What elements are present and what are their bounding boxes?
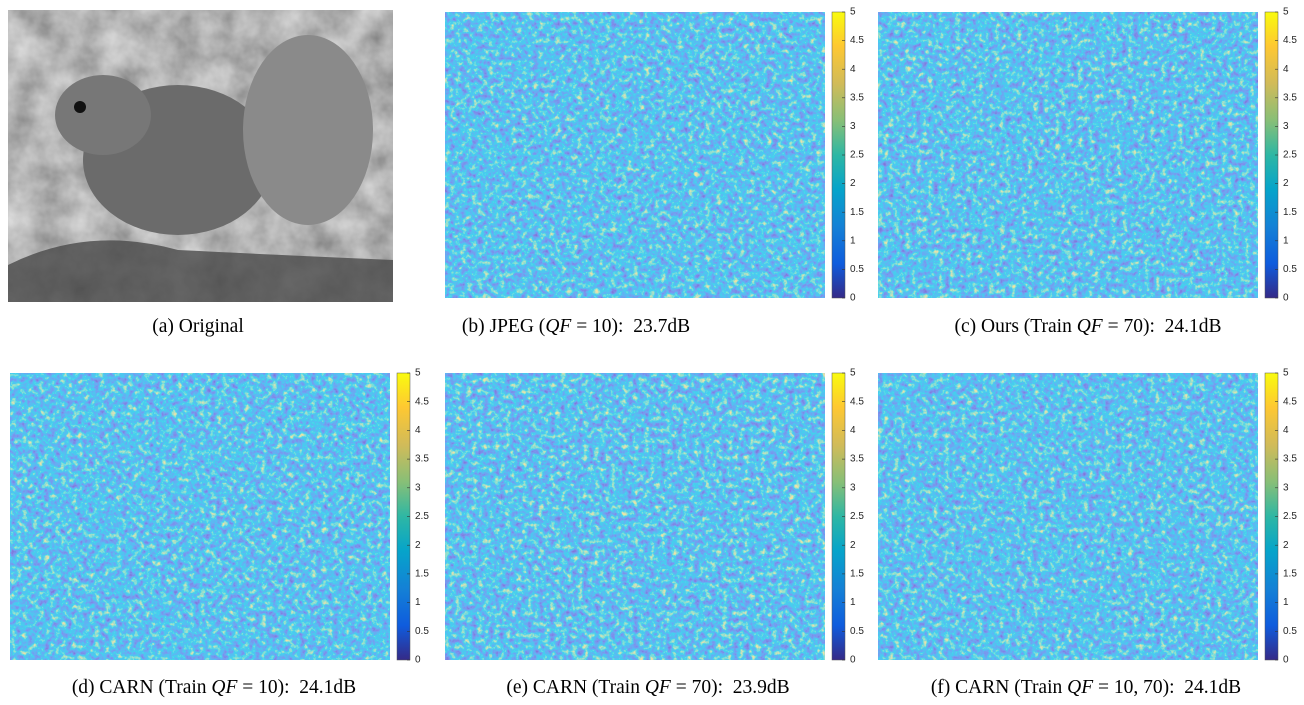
colorbar-tick-label: 3.5 bbox=[1283, 454, 1297, 465]
colorbar-tick-label: 0.5 bbox=[850, 264, 864, 275]
colorbar-tick-label: 1.5 bbox=[1283, 207, 1297, 218]
colorbar-tick-label: 0 bbox=[850, 293, 856, 304]
panel: 0 0.5 1 1.5 2 2.5 3 3.5 4 4.5 5 (f) CARN (Train QF … bbox=[878, 368, 1297, 698]
colorbar-tick-label: 0.5 bbox=[415, 626, 429, 637]
colorbar-tick-label: 1.5 bbox=[1283, 569, 1297, 580]
caption-part: (a) Original bbox=[152, 316, 244, 337]
colorbar-tick-label: 4 bbox=[1283, 64, 1289, 75]
colorbar-tick-label: 1 bbox=[415, 597, 421, 608]
colorbar-tick-label: 1.5 bbox=[415, 569, 429, 580]
caption-part: = 70): 24.1dB bbox=[1103, 316, 1222, 337]
panel: 0 0.5 1 1.5 2 2.5 3 3.5 4 4.5 5 (d) CARN (Train QF … bbox=[10, 368, 429, 698]
colorbar-tick-label: 4.5 bbox=[415, 396, 429, 407]
colorbar-tick-label: 3 bbox=[415, 482, 421, 493]
error-map bbox=[878, 373, 1258, 660]
colorbar-tick-label: 1.5 bbox=[850, 569, 864, 580]
colorbar-tick-label: 2 bbox=[1283, 540, 1289, 551]
colorbar-tick-label: 2 bbox=[1283, 178, 1289, 189]
colorbar-tick-label: 4 bbox=[850, 425, 856, 436]
colorbar-tick-label: 3 bbox=[850, 121, 856, 132]
colorbar-tick-label: 0.5 bbox=[1283, 626, 1297, 637]
colorbar-tick-label: 3.5 bbox=[850, 454, 864, 465]
caption-part: (b) JPEG ( bbox=[462, 316, 545, 337]
caption-part: (e) CARN (Train bbox=[506, 677, 644, 698]
squirrel-tail bbox=[243, 35, 373, 225]
caption: (d) CARN (Train QF = 10): 24.1dB bbox=[72, 677, 356, 698]
colorbar-tick-label: 4 bbox=[1283, 425, 1289, 436]
colorbar-tick-label: 4.5 bbox=[850, 396, 864, 407]
caption-part: (d) CARN (Train bbox=[72, 677, 212, 698]
colorbar-tick-label: 2 bbox=[850, 540, 856, 551]
colorbar-tick-label: 3.5 bbox=[850, 92, 864, 103]
colorbar-tick-label: 1.5 bbox=[850, 207, 864, 218]
colorbar-tick-label: 2.5 bbox=[1283, 511, 1297, 522]
colorbar-tick-label: 3.5 bbox=[1283, 92, 1297, 103]
colorbar-tick-label: 3.5 bbox=[415, 454, 429, 465]
colorbar-tick-label: 1 bbox=[1283, 235, 1289, 246]
colorbar-tick-label: 4 bbox=[850, 64, 856, 75]
colorbar-tick-label: 2 bbox=[415, 540, 421, 551]
caption-part: QF bbox=[645, 677, 672, 698]
caption-part: (f) CARN (Train bbox=[931, 677, 1067, 698]
panel: 0 0.5 1 1.5 2 2.5 3 3.5 4 4.5 5 (c) Ours (Train QF … bbox=[878, 7, 1297, 337]
caption-part: = 70): 23.9dB bbox=[671, 677, 790, 698]
panel: (a) Original bbox=[8, 10, 393, 337]
caption-part: QF bbox=[1067, 677, 1094, 698]
colorbar-tick-label: 5 bbox=[1283, 7, 1289, 18]
rock bbox=[8, 240, 393, 302]
panel: 0 0.5 1 1.5 2 2.5 3 3.5 4 4.5 5 (e) CARN (Train QF … bbox=[445, 368, 864, 698]
colorbar-tick-label: 0 bbox=[1283, 293, 1289, 304]
squirrel-eye bbox=[74, 101, 86, 113]
colorbar-tick-label: 2 bbox=[850, 178, 856, 189]
colorbar-tick-label: 1 bbox=[850, 235, 856, 246]
caption-part: = 10, 70): 24.1dB bbox=[1093, 677, 1241, 698]
caption-part: QF bbox=[211, 677, 238, 698]
colorbar-tick-label: 3 bbox=[1283, 482, 1289, 493]
caption: (a) Original bbox=[152, 316, 244, 337]
colorbar-tick-label: 2.5 bbox=[850, 150, 864, 161]
caption: (b) JPEG (QF = 10): 23.7dB bbox=[462, 316, 690, 337]
colorbar-tick-label: 2.5 bbox=[415, 511, 429, 522]
colorbar-tick-label: 1 bbox=[850, 597, 856, 608]
caption: (f) CARN (Train QF = 10, 70): 24.1dB bbox=[931, 677, 1241, 698]
error-map bbox=[10, 373, 390, 660]
caption-part: QF bbox=[545, 316, 572, 337]
colorbar-tick-label: 4.5 bbox=[1283, 396, 1297, 407]
panel: 0 0.5 1 1.5 2 2.5 3 3.5 4 4.5 5 (b) JPEG (QF = 10):… bbox=[445, 7, 864, 337]
error-map bbox=[445, 373, 825, 660]
caption-part: (c) Ours (Train bbox=[954, 316, 1076, 337]
colorbar-tick-label: 4.5 bbox=[1283, 35, 1297, 46]
caption-part: = 10): 24.1dB bbox=[237, 677, 356, 698]
colorbar-tick-label: 5 bbox=[415, 368, 421, 379]
colorbar-tick-label: 0.5 bbox=[850, 626, 864, 637]
error-map bbox=[878, 12, 1258, 298]
colorbar-tick-label: 0 bbox=[1283, 655, 1289, 666]
colorbar-tick-label: 0 bbox=[415, 655, 421, 666]
colorbar-tick-label: 5 bbox=[1283, 368, 1289, 379]
colorbar-tick-label: 1 bbox=[1283, 597, 1289, 608]
colorbar-tick-label: 4.5 bbox=[850, 35, 864, 46]
colorbar-tick-label: 3 bbox=[850, 482, 856, 493]
colorbar-tick-label: 0 bbox=[850, 655, 856, 666]
colorbar-tick-label: 2.5 bbox=[850, 511, 864, 522]
colorbar-tick-label: 4 bbox=[415, 425, 421, 436]
caption-part: = 10): 23.7dB bbox=[571, 316, 690, 337]
error-map bbox=[445, 12, 825, 298]
caption: (c) Ours (Train QF = 70): 24.1dB bbox=[954, 316, 1221, 337]
squirrel-head bbox=[55, 75, 151, 155]
colorbar-tick-label: 5 bbox=[850, 368, 856, 379]
caption-part: QF bbox=[1077, 316, 1104, 337]
colorbar-tick-label: 5 bbox=[850, 7, 856, 18]
colorbar-tick-label: 3 bbox=[1283, 121, 1289, 132]
caption: (e) CARN (Train QF = 70): 23.9dB bbox=[506, 677, 789, 698]
colorbar-tick-label: 2.5 bbox=[1283, 150, 1297, 161]
colorbar-tick-label: 0.5 bbox=[1283, 264, 1297, 275]
